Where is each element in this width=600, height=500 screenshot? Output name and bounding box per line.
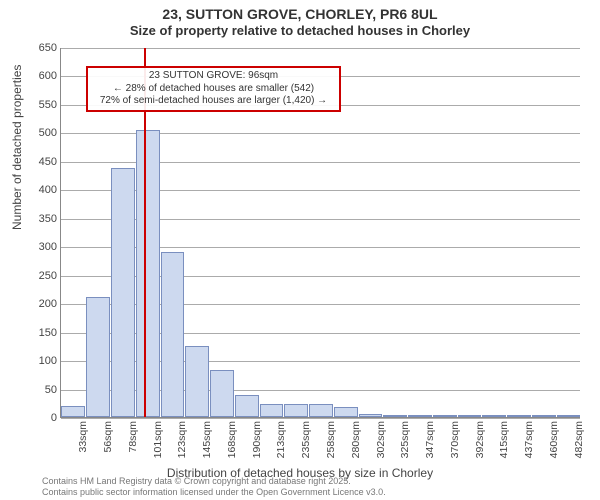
chart-title-line2: Size of property relative to detached ho… <box>0 23 600 38</box>
xtick-label: 482sqm <box>573 421 585 458</box>
histogram-bar <box>210 370 234 417</box>
ytick-label: 600 <box>39 70 57 82</box>
ytick-label: 250 <box>39 270 57 282</box>
xtick-label: 145sqm <box>201 421 213 458</box>
xtick-label: 415sqm <box>498 421 510 458</box>
histogram-bar <box>136 130 160 417</box>
ytick-label: 200 <box>39 298 57 310</box>
ytick-label: 150 <box>39 327 57 339</box>
histogram-bar <box>507 415 531 417</box>
annotation-line2: ← 28% of detached houses are smaller (54… <box>92 83 335 96</box>
chart-title-line1: 23, SUTTON GROVE, CHORLEY, PR6 8UL <box>0 6 600 22</box>
histogram-bar <box>86 297 110 417</box>
chart-title-block: 23, SUTTON GROVE, CHORLEY, PR6 8UL Size … <box>0 0 600 38</box>
histogram-bar <box>383 415 407 417</box>
gridline <box>61 418 580 419</box>
histogram-bar <box>557 415 581 417</box>
ytick-label: 400 <box>39 184 57 196</box>
ytick-label: 550 <box>39 99 57 111</box>
gridline <box>61 48 580 49</box>
ytick-label: 0 <box>51 412 57 424</box>
ytick-label: 450 <box>39 156 57 168</box>
histogram-bar <box>61 406 85 417</box>
ytick-label: 500 <box>39 127 57 139</box>
xtick-label: 33sqm <box>77 421 89 453</box>
xtick-label: 302sqm <box>375 421 387 458</box>
footer-attribution: Contains HM Land Registry data © Crown c… <box>42 476 386 498</box>
xtick-label: 168sqm <box>226 421 238 458</box>
xtick-label: 258sqm <box>325 421 337 458</box>
xtick-label: 280sqm <box>350 421 362 458</box>
annotation-box: 23 SUTTON GROVE: 96sqm← 28% of detached … <box>86 66 341 112</box>
xtick-label: 78sqm <box>127 421 139 453</box>
xtick-label: 370sqm <box>449 421 461 458</box>
ytick-label: 300 <box>39 241 57 253</box>
xtick-label: 56sqm <box>102 421 114 453</box>
xtick-label: 437sqm <box>523 421 535 458</box>
histogram-bar <box>458 415 482 417</box>
histogram-bar <box>408 415 432 417</box>
xtick-label: 392sqm <box>474 421 486 458</box>
footer-line1: Contains HM Land Registry data © Crown c… <box>42 476 386 487</box>
histogram-bar <box>433 415 457 417</box>
ytick-label: 50 <box>45 384 57 396</box>
histogram-bar <box>334 407 358 417</box>
xtick-label: 123sqm <box>176 421 188 458</box>
ytick-label: 650 <box>39 42 57 54</box>
histogram-bar <box>482 415 506 417</box>
y-axis-title: Number of detached properties <box>10 65 24 230</box>
histogram-bar <box>111 168 135 417</box>
xtick-label: 235sqm <box>300 421 312 458</box>
histogram-bar <box>532 415 556 417</box>
histogram-bar <box>309 404 333 417</box>
histogram-bar <box>161 252 185 417</box>
chart-area: 0501001502002503003504004505005506006503… <box>60 48 580 418</box>
xtick-label: 347sqm <box>424 421 436 458</box>
xtick-label: 213sqm <box>275 421 287 458</box>
histogram-bar <box>359 414 383 417</box>
histogram-bar <box>260 404 284 417</box>
ytick-label: 100 <box>39 355 57 367</box>
histogram-bar <box>284 404 308 417</box>
histogram-bar <box>185 346 209 417</box>
footer-line2: Contains public sector information licen… <box>42 487 386 498</box>
xtick-label: 460sqm <box>548 421 560 458</box>
xtick-label: 101sqm <box>152 421 164 458</box>
xtick-label: 190sqm <box>251 421 263 458</box>
ytick-label: 350 <box>39 213 57 225</box>
xtick-label: 325sqm <box>399 421 411 458</box>
histogram-bar <box>235 395 259 417</box>
annotation-line3: 72% of semi-detached houses are larger (… <box>92 95 335 108</box>
plot-region: 0501001502002503003504004505005506006503… <box>60 48 580 418</box>
annotation-line1: 23 SUTTON GROVE: 96sqm <box>92 70 335 83</box>
